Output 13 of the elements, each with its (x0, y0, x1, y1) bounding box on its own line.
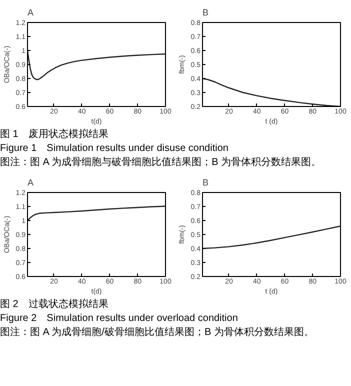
line-series (28, 50, 166, 80)
caption: 图 2 过载状态模拟结果 (0, 298, 108, 312)
line-series (28, 206, 166, 222)
chart-title: A (28, 178, 34, 188)
chart-title: B (202, 8, 209, 18)
caption: Figure 2 Simulation results under overload condition (0, 312, 238, 326)
chart-title: B (202, 178, 209, 188)
text: 图注：图 A 为成骨细胞与破骨细胞比值结果图；B 为骨体积分数结果图。 (0, 156, 322, 170)
caption: 图 1 废用状态模拟结果 (0, 128, 108, 142)
caption: Figure 1 Simulation results under disuse condition (0, 142, 228, 156)
chart-title: A (28, 8, 34, 18)
line-series (202, 226, 340, 250)
text: 图注：图 A 为成骨细胞/破骨细胞比值结果图；B 为骨体积分数结果图。 (0, 326, 314, 340)
